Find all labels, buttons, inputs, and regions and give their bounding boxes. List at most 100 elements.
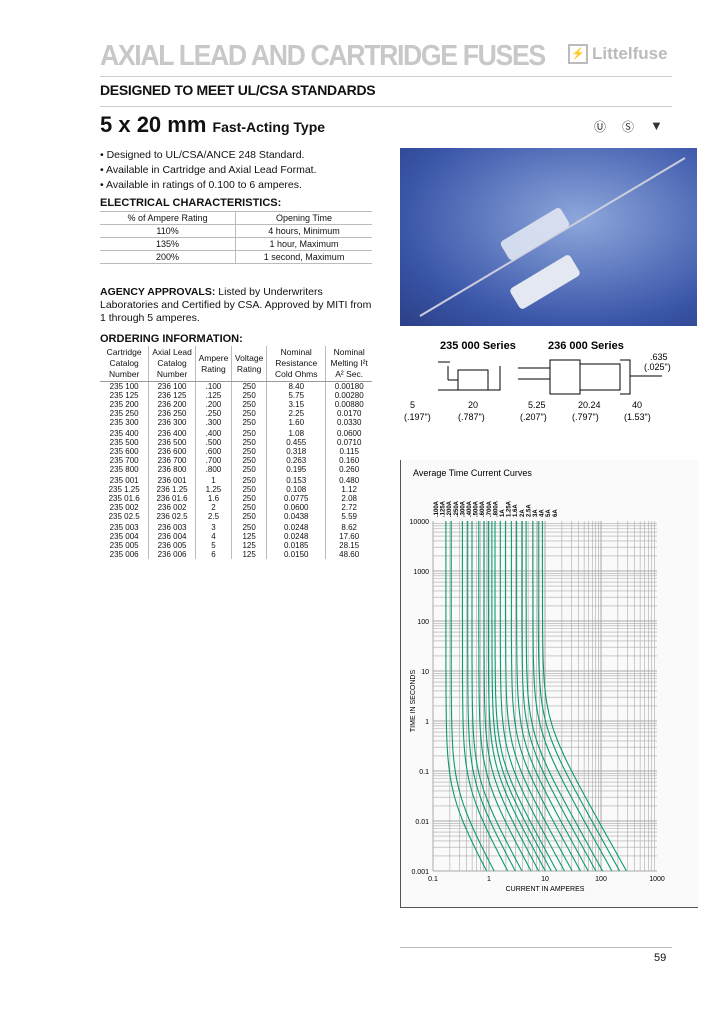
fuse-photo-illustration [419, 157, 686, 317]
curve-3A [525, 521, 604, 872]
table-row: 235 500 236 500.500 250 0.455 0.0710 [100, 438, 372, 447]
curve-label: .125A [441, 500, 447, 517]
curve-label: 5A [546, 509, 552, 517]
curve-1A [499, 521, 565, 872]
curve-.200A [461, 521, 509, 872]
table-row: 235 006 236 006 6 125 0.0150 48.60 [100, 550, 372, 559]
y-tick-label: 0.01 [415, 819, 429, 826]
column-header: Opening Time [235, 211, 372, 225]
curve-label: .200A [447, 500, 453, 517]
y-tick-label: 0.1 [419, 769, 429, 776]
curve-label: .500A [474, 500, 480, 517]
table-row: 235 300 236 300.300 250 1.60 0.0330 [100, 418, 372, 427]
curve-.600A [487, 521, 546, 872]
ordering-table: Cartridge Catalog Number Axial Lead Catal… [100, 346, 372, 559]
dim-label: (.207") [520, 412, 547, 422]
csa-mark-icon: Ⓢ [622, 120, 635, 134]
curve-label: .250A [454, 500, 460, 517]
table-row: 235 002 236 002 2 250 0.0600 2.72 [100, 503, 372, 512]
table-row: 110% 4 hours, Minimum [100, 224, 372, 238]
curve-label: 4A [540, 509, 546, 517]
dim-label: 5 [410, 400, 415, 410]
curve-label: 2A [520, 509, 526, 517]
dim-label: (.025") [644, 362, 671, 372]
curve-2.5A [521, 521, 597, 872]
table-row: 200% 1 second, Maximum [100, 250, 372, 264]
curve-label: 1A [500, 509, 506, 517]
page-number: 59 [654, 952, 667, 964]
column-header: % of Ampere Rating [100, 211, 236, 225]
subtitle: DESIGNED TO MEET UL/CSA STANDARDS [100, 82, 376, 98]
series-label: 235 000 Series [440, 340, 516, 352]
curve-.500A [483, 521, 540, 872]
column-header: Voltage Rating [231, 346, 267, 382]
curve-2A [516, 521, 589, 872]
y-tick-label: 1000 [413, 569, 429, 576]
agency-approvals: AGENCY APPROVALS: Listed by Underwriters… [100, 286, 375, 346]
curve-6A [541, 521, 627, 872]
page-title: AXIAL LEAD AND CARTRIDGE FUSES [100, 40, 546, 72]
curve-label: .300A [460, 500, 466, 517]
series-label: 236 000 Series [548, 340, 624, 352]
y-axis-label: TIME IN SECONDS [410, 670, 417, 733]
dim-label: (1.53") [624, 412, 651, 422]
ul-mark-icon: Ⓤ [594, 120, 607, 134]
table-row: 235 200 236 200.200 250 3.15 0.00880 [100, 400, 372, 409]
table-row: 235 250 236 250.250 250 2.25 0.0170 [100, 409, 372, 418]
curve-label: .400A [467, 500, 473, 517]
littelfuse-logo-icon: ⚡ [568, 44, 588, 64]
table-row: 235 700 236 700.700 250 0.263 0.160 [100, 456, 372, 465]
brand-logo: ⚡ Littelfuse [568, 44, 668, 64]
column-header: Nominal Melting I²t A² Sec. [325, 346, 372, 382]
curve-1.6A [510, 521, 581, 872]
column-header: Axial Lead Catalog Number [148, 346, 196, 382]
y-tick-label: 10 [421, 669, 429, 676]
table-row: 235 600 236 600.600 250 0.318 0.115 [100, 447, 372, 456]
product-photo [400, 148, 697, 326]
dim-label: (.797") [572, 412, 599, 422]
dim-label: 40 [632, 400, 642, 410]
curve-.100A [445, 521, 488, 872]
x-tick-label: 0.1 [428, 876, 438, 883]
table-row: 135% 1 hour, Maximum [100, 237, 372, 251]
table-row: 235 005 236 005 5 125 0.0185 28.15 [100, 541, 372, 550]
curve-5A [537, 521, 621, 872]
bullet: • Available in ratings of 0.100 to 6 amp… [100, 179, 302, 191]
dim-label: (.197") [404, 412, 431, 422]
divider [100, 76, 672, 77]
column-header: Cartridge Catalog Number [100, 346, 149, 382]
table-row: 235 800 236 800.800 250 0.195 0.260 [100, 465, 372, 474]
curve-label: 2.5A [526, 504, 532, 517]
table-row: 235 400 236 400.400 250 1.08 0.0600 [100, 427, 372, 438]
divider [100, 106, 672, 107]
table-row: 235 01.6 236 01.6 1.6 250 0.0775 2.08 [100, 494, 372, 503]
x-axis-label: CURRENT IN AMPERES [506, 886, 585, 893]
y-tick-label: 1 [425, 719, 429, 726]
size-label: 5 x 20 mm [100, 112, 207, 137]
curve-.700A [491, 521, 552, 872]
curve-.250A [467, 521, 516, 872]
x-tick-label: 100 [595, 876, 607, 883]
y-tick-label: 0.001 [411, 869, 429, 876]
dim-label: .635 [650, 352, 668, 362]
curve-.400A [478, 521, 532, 872]
bullet: • Designed to UL/CSA/ANCE 248 Standard. [100, 149, 305, 161]
dim-label: 5.25 [528, 400, 546, 410]
bullet: • Available in Cartridge and Axial Lead … [100, 164, 317, 176]
curve-label: .600A [480, 500, 486, 517]
table-row: 235 1.25 236 1.25 1.25 250 0.108 1.12 [100, 485, 372, 494]
section-heading: ELECTRICAL CHARACTERISTICS: [100, 197, 282, 209]
table-row: 235 02.5 236 02.5 2.5 250 0.0438 5.59 [100, 512, 372, 521]
table-row: 235 125 236 125.125 250 5.75 0.00280 [100, 391, 372, 400]
curve-label: 1.25A [507, 500, 513, 517]
feature-list: • Designed to UL/CSA/ANCE 248 Standard. … [100, 148, 317, 211]
table-row: 235 004 236 004 4 125 0.0248 17.60 [100, 532, 372, 541]
column-header: Ampere Rating [194, 346, 232, 382]
x-tick-label: 1 [487, 876, 491, 883]
miti-mark-icon: ▼ [650, 118, 663, 133]
divider [400, 947, 672, 948]
brand-name: Littelfuse [592, 44, 668, 63]
table-row: 235 003 236 003 3 250 0.0248 8.62 [100, 521, 372, 532]
section-heading: ORDERING INFORMATION: [100, 333, 243, 345]
y-tick-label: 10000 [410, 519, 430, 526]
